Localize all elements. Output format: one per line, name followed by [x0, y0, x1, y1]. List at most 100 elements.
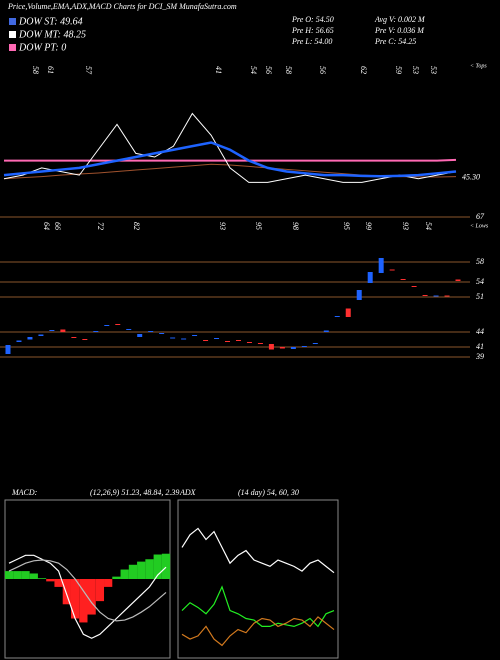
histogram-bar — [79, 579, 88, 623]
series-line — [8, 559, 167, 622]
histogram-bar — [29, 573, 38, 579]
candle — [192, 335, 198, 336]
price-info: Pre O: 54.50 — [291, 15, 334, 24]
candle — [225, 341, 231, 342]
histogram-bar — [87, 579, 96, 615]
y-tick-label: 39 — [475, 352, 484, 361]
candle — [71, 337, 77, 338]
candle — [367, 272, 373, 283]
histogram-bar — [37, 578, 47, 579]
y-tick-label: 67 — [476, 212, 485, 221]
tops-label: 54 — [249, 66, 258, 74]
candle — [345, 308, 351, 317]
candle — [115, 324, 121, 325]
indicator-params: (14 day) 54, 60, 30 — [238, 488, 299, 497]
candle — [268, 344, 274, 350]
legend-label: DOW PT: 0 — [18, 42, 66, 53]
histogram-bar — [145, 559, 154, 579]
price-info: Pre H: 56.65 — [291, 26, 334, 35]
candle — [137, 334, 143, 337]
series-line — [181, 527, 335, 574]
candle — [334, 316, 340, 317]
price-info: Pre C: 54.25 — [374, 37, 416, 46]
candle — [82, 339, 88, 340]
lows-label: 72 — [96, 222, 105, 230]
page-title: Price,Volume,EMA,ADX,MACD Charts for DCI… — [7, 2, 237, 11]
candle — [444, 295, 450, 297]
series-line — [8, 554, 167, 639]
candle — [323, 330, 329, 332]
candle — [38, 334, 44, 336]
lows-label: 54 — [424, 222, 433, 230]
lows-label: 98 — [291, 222, 300, 230]
histogram-bar — [4, 571, 14, 579]
lows-label: 99 — [364, 222, 373, 230]
series-line — [3, 141, 457, 178]
legend-swatch — [9, 31, 16, 38]
series-line — [4, 158, 457, 162]
candle — [378, 258, 384, 273]
panel-frame — [177, 499, 339, 659]
tops-title: < Tops — [470, 63, 487, 69]
y-tick-label: 45.30 — [462, 172, 480, 181]
legend-swatch — [9, 44, 16, 51]
candle — [104, 325, 110, 326]
price-info: Avg V: 0.002 M — [374, 15, 426, 24]
candle — [389, 269, 395, 271]
candle — [422, 295, 428, 296]
tops-label: 58 — [284, 66, 293, 74]
candle — [181, 338, 187, 340]
lows-label: 82 — [132, 222, 141, 230]
tops-label: 56 — [264, 66, 273, 74]
legend-label: DOW ST: 49.64 — [18, 16, 83, 27]
histogram-bar — [70, 579, 80, 619]
tops-label: 56 — [318, 66, 327, 74]
histogram-bar — [95, 579, 105, 602]
y-tick-label: 44 — [476, 327, 484, 336]
histogram-bar — [120, 569, 129, 579]
histogram-bar — [104, 579, 113, 587]
candle — [312, 343, 318, 344]
candle — [16, 340, 22, 342]
candle — [279, 347, 285, 349]
candle — [246, 342, 252, 343]
candle — [170, 337, 176, 339]
lows-label: 66 — [53, 222, 62, 230]
tops-label: 41 — [214, 66, 223, 74]
series-line — [3, 112, 457, 183]
price-info: Pre V: 0.036 M — [374, 26, 425, 35]
candle — [49, 330, 55, 331]
candle — [27, 337, 33, 340]
y-tick-label: 54 — [476, 277, 484, 286]
legend-label: DOW MT: 48.25 — [18, 29, 86, 40]
candle — [356, 290, 362, 300]
tops-label: 59 — [394, 66, 403, 74]
candle — [411, 286, 417, 287]
y-tick-label: 58 — [476, 257, 484, 266]
legend-swatch — [9, 18, 16, 25]
candle — [159, 333, 165, 334]
histogram-bar — [161, 553, 171, 579]
lows-label: 93 — [218, 222, 227, 230]
price-info: Pre L: 54.00 — [291, 37, 332, 46]
tops-label: 62 — [359, 66, 368, 74]
indicator-params: (12,26,9) 51.23, 48.84, 2.39 — [90, 488, 179, 497]
indicator-title: ADX — [179, 488, 197, 497]
histogram-bar — [153, 554, 162, 579]
candle — [400, 279, 406, 280]
lows-label: 95 — [254, 222, 263, 230]
histogram-bar — [13, 571, 22, 579]
candle — [60, 329, 66, 332]
histogram-bar — [62, 579, 71, 605]
indicator-title: MACD: — [11, 488, 38, 497]
y-tick-label: 41 — [476, 342, 484, 351]
tops-label: 53 — [429, 66, 438, 74]
candle — [148, 331, 154, 332]
lows-title: < Lows — [470, 223, 489, 229]
series-line — [181, 585, 335, 628]
candle — [433, 295, 439, 297]
candle — [5, 345, 11, 354]
lows-label: 95 — [342, 222, 351, 230]
candle — [257, 343, 263, 344]
